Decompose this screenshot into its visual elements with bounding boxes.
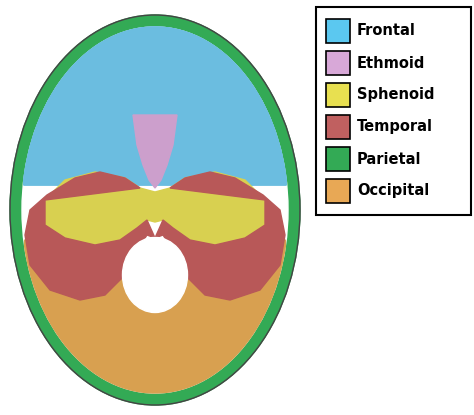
Polygon shape <box>45 172 265 245</box>
FancyBboxPatch shape <box>326 115 350 139</box>
Text: Parietal: Parietal <box>357 151 421 166</box>
Polygon shape <box>133 115 177 188</box>
Text: Frontal: Frontal <box>357 24 416 39</box>
FancyBboxPatch shape <box>326 147 350 171</box>
Ellipse shape <box>22 27 288 393</box>
Text: Sphenoid: Sphenoid <box>357 88 435 103</box>
FancyBboxPatch shape <box>326 19 350 43</box>
Polygon shape <box>24 27 286 185</box>
FancyBboxPatch shape <box>326 83 350 107</box>
Polygon shape <box>25 172 155 300</box>
Polygon shape <box>25 240 285 393</box>
FancyBboxPatch shape <box>316 7 471 215</box>
Ellipse shape <box>10 15 300 405</box>
Ellipse shape <box>122 237 188 312</box>
Polygon shape <box>155 172 285 300</box>
FancyBboxPatch shape <box>326 179 350 203</box>
Polygon shape <box>24 27 286 185</box>
Text: Ethmoid: Ethmoid <box>357 56 425 71</box>
Text: Temporal: Temporal <box>357 120 433 134</box>
Text: Occipital: Occipital <box>357 183 429 198</box>
FancyBboxPatch shape <box>326 51 350 75</box>
